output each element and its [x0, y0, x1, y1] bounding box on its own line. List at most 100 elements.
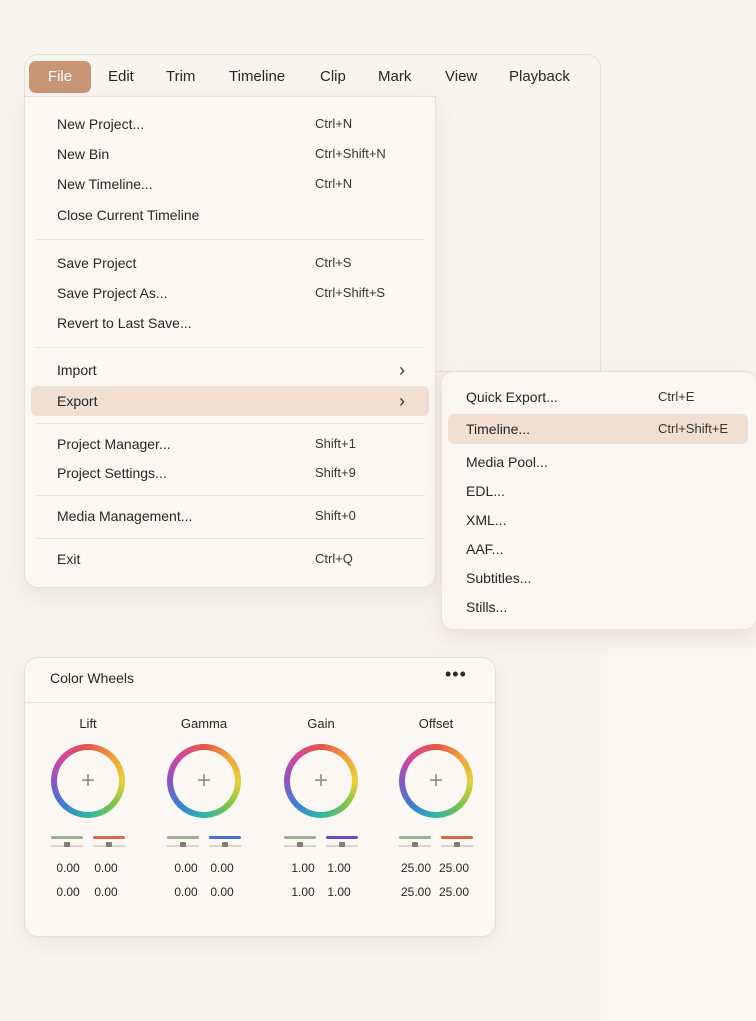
- value-field[interactable]: 1.00: [327, 861, 351, 875]
- color-wheel[interactable]: +: [51, 744, 125, 818]
- crosshair-icon: +: [428, 767, 443, 794]
- value-field[interactable]: 0.00: [56, 861, 80, 875]
- more-horizontal-icon[interactable]: •••: [445, 664, 467, 684]
- slider-bar: [51, 836, 83, 839]
- value-field[interactable]: 25.00: [438, 885, 470, 899]
- wheel-gain: Gain + 1.00 1.00 1.00 1.00: [271, 714, 371, 924]
- wheel-center: +: [290, 750, 352, 812]
- value-field[interactable]: 25.00: [438, 861, 470, 875]
- value-field[interactable]: 0.00: [94, 861, 118, 875]
- submenu-item-subtitles[interactable]: Subtitles...: [448, 563, 748, 593]
- value-field[interactable]: 0.00: [174, 861, 198, 875]
- menu-item-label: Project Settings...: [57, 465, 167, 481]
- submenu-item-label: Media Pool...: [466, 454, 548, 470]
- menu-item-label: Close Current Timeline: [57, 207, 200, 223]
- menu-item-shortcut: Shift+0: [315, 508, 356, 523]
- menu-item-export[interactable]: Export ›: [31, 386, 429, 416]
- menu-item-shortcut: Ctrl+Shift+N: [315, 146, 386, 161]
- submenu-item-timeline[interactable]: Timeline... Ctrl+Shift+E: [448, 414, 748, 444]
- menu-item-save-project-as[interactable]: Save Project As... Ctrl+Shift+S: [31, 278, 429, 308]
- value-field[interactable]: 0.00: [210, 861, 234, 875]
- submenu-item-media-pool[interactable]: Media Pool...: [448, 447, 748, 477]
- wheel-sliders: [284, 836, 358, 850]
- menu-item-close-current-timeline[interactable]: Close Current Timeline: [31, 200, 429, 230]
- slider-handle[interactable]: [297, 842, 303, 847]
- menu-item-save-project[interactable]: Save Project Ctrl+S: [31, 248, 429, 278]
- menu-item-shortcut: Ctrl+N: [315, 116, 353, 131]
- chevron-right-icon: ›: [399, 391, 405, 411]
- value-field[interactable]: 0.00: [94, 885, 118, 899]
- menu-item-new-project[interactable]: New Project... Ctrl+N: [31, 109, 429, 139]
- menu-item-label: Exit: [57, 551, 81, 567]
- slider-handle[interactable]: [412, 842, 418, 847]
- menu-separator: [35, 239, 425, 240]
- panel-divider: [25, 702, 495, 703]
- submenu-item-label: AAF...: [466, 541, 504, 557]
- menu-item-label: Revert to Last Save...: [57, 315, 192, 331]
- menu-view[interactable]: View: [445, 68, 478, 85]
- menu-item-media-management[interactable]: Media Management... Shift+0: [31, 501, 429, 531]
- submenu-item-label: Subtitles...: [466, 570, 532, 586]
- menu-item-project-settings[interactable]: Project Settings... Shift+9: [31, 458, 429, 488]
- submenu-item-quick-export[interactable]: Quick Export... Ctrl+E: [448, 382, 748, 412]
- menu-playback[interactable]: Playback: [509, 68, 570, 85]
- menu-timeline[interactable]: Timeline: [229, 68, 286, 85]
- submenu-item-label: Timeline...: [466, 421, 531, 437]
- slider-left[interactable]: [284, 836, 316, 850]
- slider-handle[interactable]: [64, 842, 70, 847]
- color-wheel[interactable]: +: [284, 744, 358, 818]
- slider-handle[interactable]: [339, 842, 345, 847]
- menu-item-new-timeline[interactable]: New Timeline... Ctrl+N: [31, 169, 429, 199]
- value-field[interactable]: 1.00: [327, 885, 351, 899]
- slider-handle[interactable]: [180, 842, 186, 847]
- submenu-item-label: Stills...: [466, 599, 508, 615]
- wheel-lift: Lift + 0.00 0.00 0.00 0.00: [38, 714, 138, 924]
- slider-left[interactable]: [399, 836, 431, 850]
- value-field[interactable]: 0.00: [174, 885, 198, 899]
- menu-mark[interactable]: Mark: [378, 68, 412, 85]
- menu-file[interactable]: File: [29, 61, 91, 93]
- slider-bar: [167, 836, 199, 839]
- menu-item-revert-to-last-save[interactable]: Revert to Last Save...: [31, 308, 429, 338]
- value-field[interactable]: 0.00: [56, 885, 80, 899]
- slider-right[interactable]: [93, 836, 125, 850]
- submenu-item-label: EDL...: [466, 483, 505, 499]
- submenu-item-stills[interactable]: Stills...: [448, 592, 748, 622]
- value-field[interactable]: 1.00: [291, 885, 315, 899]
- menu-trim[interactable]: Trim: [166, 68, 196, 85]
- color-wheel[interactable]: +: [399, 744, 473, 818]
- value-field[interactable]: 1.00: [291, 861, 315, 875]
- background-strip: [607, 648, 756, 1021]
- slider-bar: [93, 836, 125, 839]
- menu-item-project-manager[interactable]: Project Manager... Shift+1: [31, 429, 429, 459]
- submenu-item-xml[interactable]: XML...: [448, 505, 748, 535]
- slider-left[interactable]: [167, 836, 199, 850]
- submenu-item-edl[interactable]: EDL...: [448, 476, 748, 506]
- submenu-item-aaf[interactable]: AAF...: [448, 534, 748, 564]
- menu-separator: [35, 347, 425, 348]
- menu-item-label: Import: [57, 362, 97, 378]
- slider-right[interactable]: [209, 836, 241, 850]
- menu-item-label: Save Project: [57, 255, 137, 271]
- wheel-center: +: [173, 750, 235, 812]
- value-field[interactable]: 25.00: [400, 861, 432, 875]
- slider-bar: [441, 836, 473, 839]
- value-field[interactable]: 25.00: [400, 885, 432, 899]
- menu-item-label: New Timeline...: [57, 176, 153, 192]
- menu-item-exit[interactable]: Exit Ctrl+Q: [31, 544, 429, 574]
- menu-item-label: New Bin: [57, 146, 110, 162]
- menu-item-new-bin[interactable]: New Bin Ctrl+Shift+N: [31, 139, 429, 169]
- slider-right[interactable]: [326, 836, 358, 850]
- slider-handle[interactable]: [222, 842, 228, 847]
- submenu-item-label: XML...: [466, 512, 507, 528]
- color-wheel[interactable]: +: [167, 744, 241, 818]
- slider-handle[interactable]: [454, 842, 460, 847]
- menu-edit[interactable]: Edit: [108, 68, 134, 85]
- menu-clip[interactable]: Clip: [320, 68, 346, 85]
- value-field[interactable]: 0.00: [210, 885, 234, 899]
- slider-handle[interactable]: [106, 842, 112, 847]
- slider-left[interactable]: [51, 836, 83, 850]
- slider-right[interactable]: [441, 836, 473, 850]
- menu-item-import[interactable]: Import ›: [31, 355, 429, 385]
- wheel-label: Gamma: [180, 716, 228, 731]
